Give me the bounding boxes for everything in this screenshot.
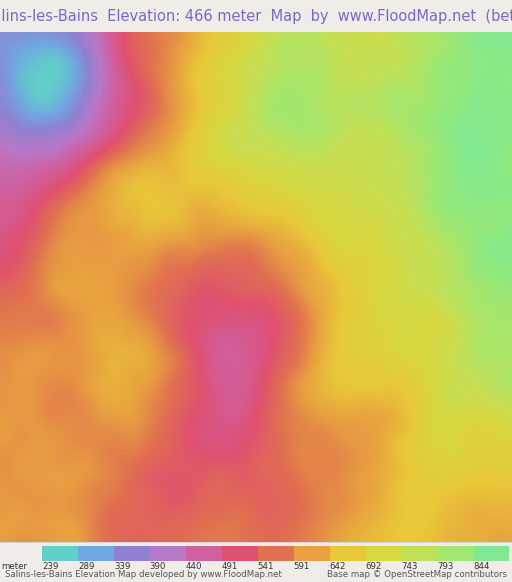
Text: 339: 339 <box>114 562 130 571</box>
Bar <box>366 546 401 561</box>
Text: 239: 239 <box>42 562 58 571</box>
Bar <box>186 546 222 561</box>
Text: Salins-les-Bains Elevation Map developed by www.FloodMap.net: Salins-les-Bains Elevation Map developed… <box>5 570 282 579</box>
Bar <box>474 546 509 561</box>
Text: 692: 692 <box>366 562 382 571</box>
Text: Base map © OpenStreetMap contributors: Base map © OpenStreetMap contributors <box>327 570 507 579</box>
Bar <box>222 546 258 561</box>
Text: meter: meter <box>1 562 27 571</box>
Text: 793: 793 <box>438 562 454 571</box>
Text: 390: 390 <box>150 562 166 571</box>
Text: 591: 591 <box>294 562 310 571</box>
Bar <box>78 546 114 561</box>
Bar <box>150 546 186 561</box>
Bar <box>258 546 294 561</box>
Bar <box>42 546 78 561</box>
Text: 541: 541 <box>258 562 274 571</box>
Bar <box>114 546 150 561</box>
Text: 642: 642 <box>330 562 346 571</box>
Bar <box>294 546 330 561</box>
Text: Salins-les-Bains  Elevation: 466 meter  Map  by  www.FloodMap.net  (beta): Salins-les-Bains Elevation: 466 meter Ma… <box>0 9 512 23</box>
Text: 440: 440 <box>186 562 202 571</box>
Text: 491: 491 <box>222 562 238 571</box>
Bar <box>438 546 474 561</box>
Text: 289: 289 <box>78 562 94 571</box>
Bar <box>401 546 438 561</box>
Bar <box>330 546 366 561</box>
Text: 844: 844 <box>474 562 490 571</box>
Text: 743: 743 <box>401 562 418 571</box>
